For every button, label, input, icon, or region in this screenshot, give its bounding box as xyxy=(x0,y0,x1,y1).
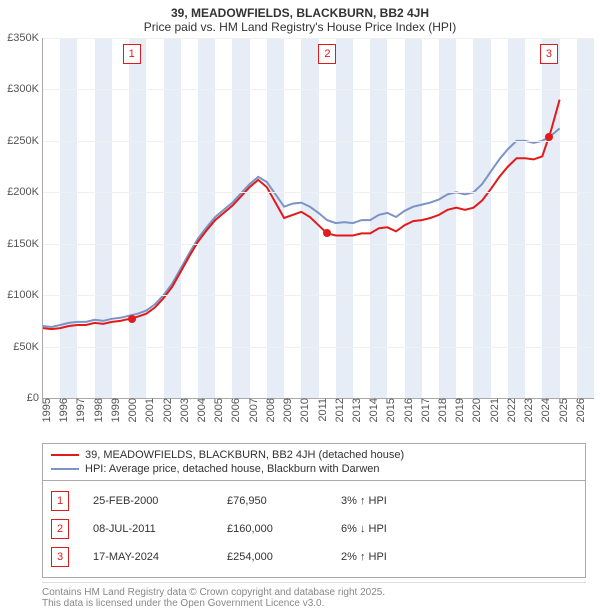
x-tick-label: 2010 xyxy=(297,398,311,422)
event-price: £76,950 xyxy=(227,495,317,507)
x-tick-label: 2021 xyxy=(487,398,501,422)
y-gridline xyxy=(43,347,594,348)
y-tick-label: £200K xyxy=(7,186,43,198)
chart-area: £0£50K£100K£150K£200K£250K£300K£350K1995… xyxy=(42,38,594,399)
event-row: 3 17-MAY-2024 £254,000 2% ↑ HPI xyxy=(51,543,577,571)
event-row-marker: 1 xyxy=(51,491,69,511)
event-delta: 3% ↑ HPI xyxy=(341,495,387,507)
x-tick-label: 1995 xyxy=(39,398,53,422)
event-row: 2 08-JUL-2011 £160,000 6% ↓ HPI xyxy=(51,515,577,543)
legend-row: 39, MEADOWFIELDS, BLACKBURN, BB2 4JH (de… xyxy=(51,448,577,462)
x-tick-label: 2019 xyxy=(452,398,466,422)
x-tick-label: 2003 xyxy=(177,398,191,422)
x-tick-label: 2023 xyxy=(521,398,535,422)
y-gridline xyxy=(43,89,594,90)
credits: Contains HM Land Registry data © Crown c… xyxy=(42,582,586,609)
y-gridline xyxy=(43,192,594,193)
x-tick-label: 1998 xyxy=(91,398,105,422)
event-dot xyxy=(128,315,136,323)
x-tick-label: 2026 xyxy=(573,398,587,422)
x-tick-label: 2009 xyxy=(280,398,294,422)
y-tick-label: £100K xyxy=(7,289,43,301)
event-delta: 6% ↓ HPI xyxy=(341,523,387,535)
chart-title: 39, MEADOWFIELDS, BLACKBURN, BB2 4JH xyxy=(0,0,600,20)
x-tick-label: 2015 xyxy=(383,398,397,422)
event-marker: 3 xyxy=(540,44,558,64)
event-delta: 2% ↑ HPI xyxy=(341,551,387,563)
x-tick-label: 1996 xyxy=(56,398,70,422)
y-tick-label: £300K xyxy=(7,83,43,95)
legend-label: 39, MEADOWFIELDS, BLACKBURN, BB2 4JH (de… xyxy=(85,449,404,461)
x-tick-label: 2017 xyxy=(418,398,432,422)
events-table: 1 25-FEB-2000 £76,950 3% ↑ HPI 2 08-JUL-2011 £… xyxy=(42,481,586,578)
y-tick-label: £50K xyxy=(13,341,43,353)
credits-line1: Contains HM Land Registry data © Crown c… xyxy=(42,587,586,598)
x-tick-label: 2020 xyxy=(469,398,483,422)
x-tick-label: 2007 xyxy=(246,398,260,422)
x-tick-label: 2024 xyxy=(538,398,552,422)
event-row-marker: 2 xyxy=(51,519,69,539)
event-price: £254,000 xyxy=(227,551,317,563)
chart-container: 39, MEADOWFIELDS, BLACKBURN, BB2 4JH Pri… xyxy=(0,0,600,609)
credits-line2: This data is licensed under the Open Gov… xyxy=(42,598,586,609)
y-gridline xyxy=(43,244,594,245)
x-tick-label: 2006 xyxy=(228,398,242,422)
y-gridline xyxy=(43,295,594,296)
below-chart: 39, MEADOWFIELDS, BLACKBURN, BB2 4JH (de… xyxy=(42,443,586,609)
y-tick-label: £350K xyxy=(7,32,43,44)
event-dot xyxy=(545,133,553,141)
legend-row: HPI: Average price, detached house, Blac… xyxy=(51,462,577,476)
event-marker: 1 xyxy=(123,44,141,64)
x-tick-label: 2013 xyxy=(349,398,363,422)
x-tick-label: 2022 xyxy=(504,398,518,422)
y-tick-label: £150K xyxy=(7,238,43,250)
plot-area: £0£50K£100K£150K£200K£250K£300K£350K1995… xyxy=(42,38,594,399)
event-date: 25-FEB-2000 xyxy=(93,495,203,507)
series-hpi xyxy=(43,129,560,328)
x-tick-label: 2016 xyxy=(401,398,415,422)
y-gridline xyxy=(43,141,594,142)
event-row-marker: 3 xyxy=(51,547,69,567)
x-tick-label: 2002 xyxy=(160,398,174,422)
y-tick-label: £250K xyxy=(7,135,43,147)
x-tick-label: 2025 xyxy=(556,398,570,422)
x-tick-label: 2014 xyxy=(366,398,380,422)
y-gridline xyxy=(43,38,594,39)
x-tick-label: 2000 xyxy=(125,398,139,422)
event-date: 17-MAY-2024 xyxy=(93,551,203,563)
legend-swatch xyxy=(51,468,79,470)
legend-label: HPI: Average price, detached house, Blac… xyxy=(85,463,380,475)
x-tick-label: 1997 xyxy=(73,398,87,422)
x-tick-label: 2004 xyxy=(194,398,208,422)
x-tick-label: 2011 xyxy=(315,398,329,422)
event-dot xyxy=(323,229,331,237)
event-price: £160,000 xyxy=(227,523,317,535)
chart-lines xyxy=(43,38,594,398)
x-tick-label: 2001 xyxy=(142,398,156,422)
legend-swatch xyxy=(51,454,79,456)
x-tick-label: 1999 xyxy=(108,398,122,422)
x-tick-label: 2018 xyxy=(435,398,449,422)
event-marker: 2 xyxy=(318,44,336,64)
x-tick-label: 2005 xyxy=(211,398,225,422)
legend: 39, MEADOWFIELDS, BLACKBURN, BB2 4JH (de… xyxy=(42,443,586,481)
event-row: 1 25-FEB-2000 £76,950 3% ↑ HPI xyxy=(51,487,577,515)
chart-subtitle: Price paid vs. HM Land Registry's House … xyxy=(0,20,600,38)
x-tick-label: 2012 xyxy=(332,398,346,422)
x-tick-label: 2008 xyxy=(263,398,277,422)
event-date: 08-JUL-2011 xyxy=(93,523,203,535)
